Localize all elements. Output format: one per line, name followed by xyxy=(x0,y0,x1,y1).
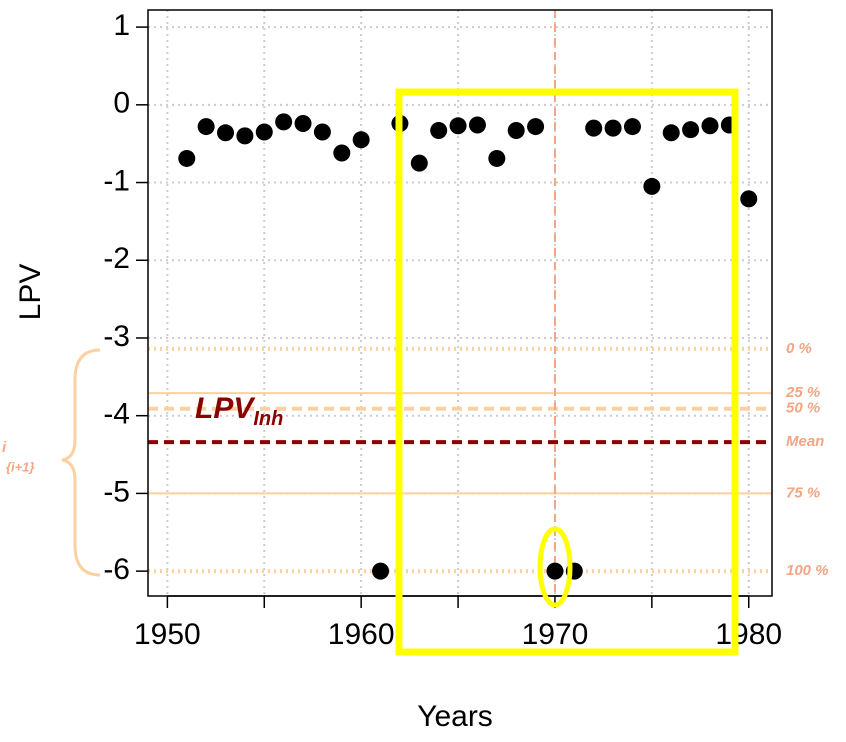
x-tick-label: 1970 xyxy=(522,618,589,651)
highlight-box xyxy=(395,88,739,656)
point xyxy=(585,119,603,137)
reference-label: 50 % xyxy=(786,400,820,417)
bracket-label: {i+1} xyxy=(6,459,35,474)
y-tick-label: -4 xyxy=(103,398,130,431)
x-axis-label: Years xyxy=(417,700,493,733)
point xyxy=(430,121,448,139)
y-tick-label: -3 xyxy=(103,320,130,353)
y-tick-label: -1 xyxy=(103,164,130,197)
inherent-label-text: LPV xyxy=(195,392,256,425)
reference-label: 75 % xyxy=(786,484,820,501)
x-tick-label: 1960 xyxy=(328,618,395,651)
y-axis-label: LPV xyxy=(14,264,47,321)
plot-frame xyxy=(147,9,773,597)
point xyxy=(682,121,700,139)
point xyxy=(255,123,273,141)
point xyxy=(701,117,719,135)
point xyxy=(178,149,196,167)
point xyxy=(294,114,312,132)
point xyxy=(372,562,390,580)
point xyxy=(623,118,641,136)
point xyxy=(275,113,293,131)
bracket-label: i xyxy=(2,439,7,456)
point xyxy=(333,144,351,162)
point xyxy=(604,119,622,137)
point xyxy=(236,127,254,145)
point xyxy=(410,154,428,172)
y-tick-label: 0 xyxy=(113,87,130,120)
point xyxy=(449,117,467,135)
point xyxy=(507,121,525,139)
point xyxy=(488,149,506,167)
y-tick-label: 1 xyxy=(113,9,130,42)
reference-label: 25 % xyxy=(785,384,820,401)
point xyxy=(313,123,331,141)
point xyxy=(662,124,680,142)
highlight-ellipse xyxy=(537,526,573,608)
x-tick-label: 1980 xyxy=(715,618,782,651)
point xyxy=(217,124,235,142)
point xyxy=(740,190,758,208)
y-tick-label: -5 xyxy=(103,475,130,508)
inherent-label-subscript: Inh xyxy=(253,408,283,430)
inherent-label: LPVInh xyxy=(195,392,283,430)
point xyxy=(468,116,486,134)
x-tick-label: 1950 xyxy=(134,618,201,651)
point xyxy=(643,177,661,195)
y-tick-label: -2 xyxy=(103,242,130,275)
point xyxy=(527,118,545,136)
y-tick-label: -6 xyxy=(103,553,130,586)
reference-label: Mean xyxy=(786,433,824,450)
reference-label: 0 % xyxy=(786,340,812,357)
reference-label: 100 % xyxy=(786,562,829,579)
point xyxy=(546,562,564,580)
bracket xyxy=(61,348,101,577)
point xyxy=(352,131,370,149)
point xyxy=(197,118,215,136)
